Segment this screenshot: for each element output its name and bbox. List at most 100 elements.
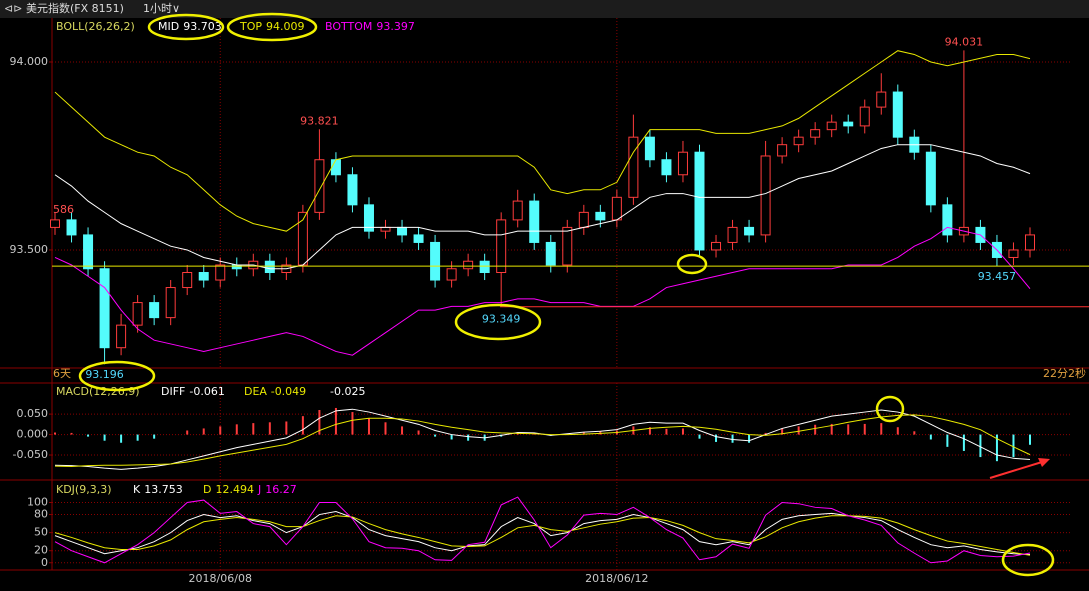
candle-body <box>843 121 854 127</box>
candle-body <box>661 159 672 176</box>
candle-body <box>1008 249 1019 258</box>
legend-value: 16.27 <box>265 483 297 496</box>
y-tick-label: 20 <box>34 544 48 557</box>
period-caret[interactable]: ∨ <box>172 2 180 15</box>
candle-body <box>644 136 655 161</box>
x-tick-label: 2018/06/08 <box>189 572 252 585</box>
candle-body <box>529 200 540 243</box>
candle-body <box>810 129 821 138</box>
candle-body <box>859 106 870 127</box>
indicator-title: KDJ(9,3,3) <box>56 483 112 496</box>
candle-body <box>760 155 771 236</box>
candle-body <box>330 159 341 176</box>
candle-body <box>1025 234 1035 251</box>
price-label: 93.457 <box>978 270 1017 283</box>
instrument-title: 美元指数(FX 8151) <box>26 1 124 15</box>
legend-entry: MID 93.703 <box>158 20 222 33</box>
price-label: 93.821 <box>300 114 339 127</box>
macd-value: -0.025 <box>330 385 365 398</box>
candle-body <box>545 241 556 266</box>
candle-body <box>430 241 441 281</box>
candle-body <box>413 234 424 243</box>
candle-body <box>826 121 837 131</box>
candle-body <box>83 234 94 270</box>
indicator-line <box>54 496 1031 564</box>
candle-body <box>116 324 127 349</box>
period-selector[interactable]: 1小时 <box>143 2 172 15</box>
y-tick-label: 93.500 <box>10 243 49 256</box>
y-tick-label: 0.050 <box>17 407 49 420</box>
candle-body <box>777 144 788 157</box>
candle-body <box>479 260 490 274</box>
highlight-circle <box>875 395 905 423</box>
legend-value: -0.061 <box>189 385 224 398</box>
indicator-line <box>54 144 1031 270</box>
candle-body <box>677 151 688 176</box>
legend-entry: K 13.753 <box>133 483 183 496</box>
highlight-circle <box>226 12 318 42</box>
y-tick-label: 80 <box>34 508 48 521</box>
price-label: 93.196 <box>85 368 124 381</box>
y-tick-label: 94.000 <box>10 55 49 68</box>
legend-name: BOTTOM <box>325 20 372 33</box>
x-tick-label: 2018/06/12 <box>585 572 648 585</box>
candle-body <box>132 302 143 326</box>
price-label: 93.349 <box>482 313 521 326</box>
candle-body <box>99 268 110 349</box>
candle-body <box>446 268 457 281</box>
legend-entry: J 16.27 <box>257 483 297 496</box>
candle-body <box>231 264 242 270</box>
highlight-circle <box>147 13 225 41</box>
candle-body <box>182 272 193 289</box>
y-tick-label: 50 <box>34 526 48 539</box>
candle-body <box>611 196 622 221</box>
candle-body <box>463 260 474 270</box>
candle-body <box>380 226 391 232</box>
legend-name: D <box>203 483 211 496</box>
indicator-line <box>54 226 1031 356</box>
candle-body <box>264 260 275 274</box>
legend-name: MID <box>158 20 179 33</box>
y-tick-label: 0 <box>41 556 48 569</box>
legend-entry: TOP 94.009 <box>239 20 305 33</box>
candle-body <box>347 174 358 206</box>
legend-value: 93.703 <box>183 20 222 33</box>
candle-body <box>512 200 523 221</box>
candle-body <box>397 226 408 236</box>
legend-value: -0.049 <box>271 385 306 398</box>
candle-body <box>215 264 226 281</box>
y-tick-label: 0.000 <box>17 428 49 441</box>
y-tick-label: 100 <box>27 495 48 508</box>
candle-body <box>925 151 936 206</box>
candle-body <box>694 151 705 251</box>
candle-body <box>628 136 639 198</box>
candle-body <box>578 211 589 228</box>
candle-body <box>496 219 507 274</box>
candle-body <box>314 159 325 213</box>
candle-body <box>363 204 374 232</box>
legend-name: TOP <box>239 20 262 33</box>
legend-name: K <box>133 483 141 496</box>
indicator-line <box>54 50 1031 232</box>
nav-icon[interactable]: ⊲⊳ <box>4 2 22 15</box>
highlight-circle <box>676 253 708 275</box>
highlight-circle <box>1001 543 1055 577</box>
candle-body <box>595 211 606 221</box>
annotation-arrow <box>989 461 1043 479</box>
legend-name: DIFF <box>161 385 185 398</box>
legend-entry: BOTTOM 93.397 <box>325 20 415 33</box>
candle-body <box>165 287 176 319</box>
legend-entry: DIFF -0.061 <box>161 385 225 398</box>
indicator-line <box>54 511 1031 555</box>
candle-body <box>149 302 160 319</box>
legend-name: DEA <box>244 385 267 398</box>
candle-body <box>711 241 722 251</box>
candle-body <box>876 91 887 108</box>
edge-label: 586 <box>53 203 74 216</box>
candle-body <box>198 272 209 281</box>
candle-body <box>727 226 738 243</box>
candle-body <box>66 219 77 236</box>
candle-body <box>744 226 755 236</box>
highlight-circle <box>78 360 156 392</box>
